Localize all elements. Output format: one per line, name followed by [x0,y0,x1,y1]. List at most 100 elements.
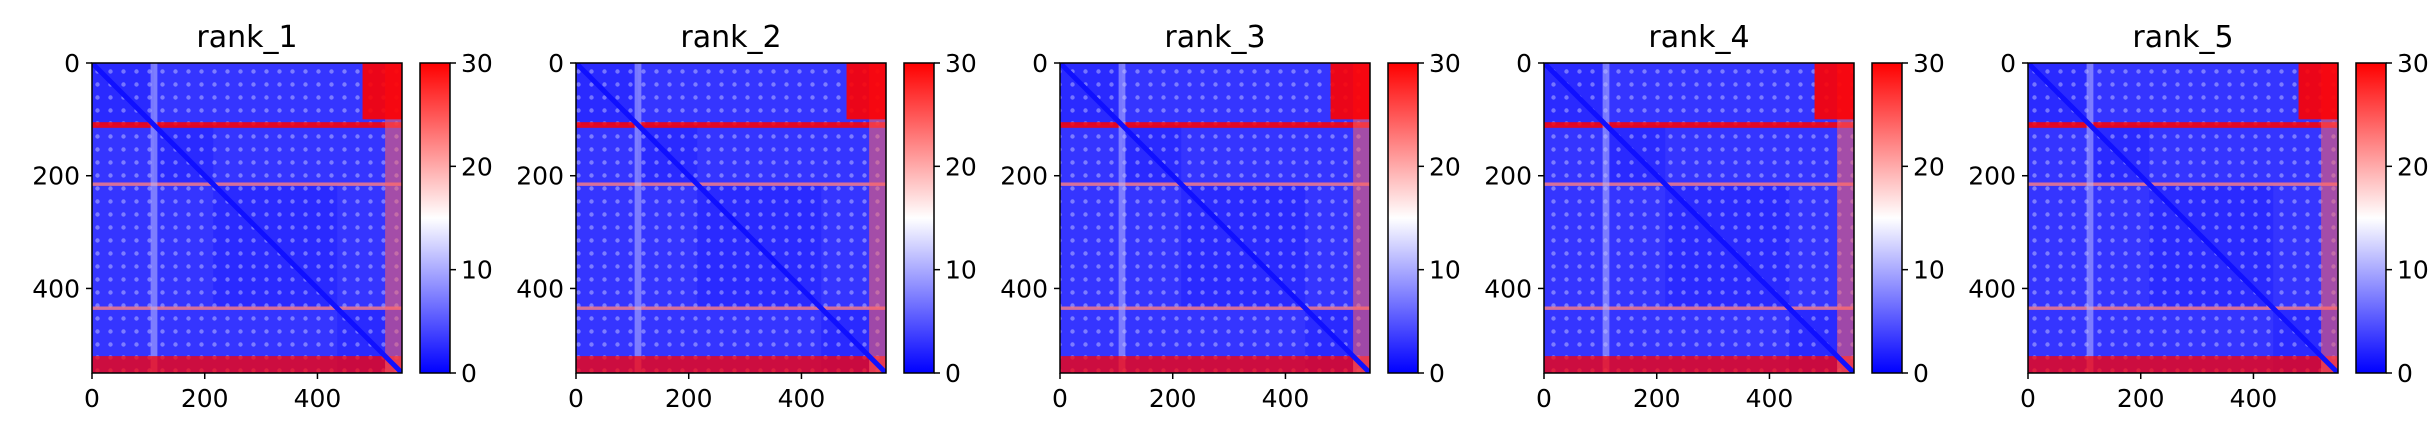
heatmap-boundary-band [2028,122,2338,128]
y-tick-label: 0 [548,49,564,78]
colorbar-tick-label: 0 [1913,359,1929,388]
colorbar-tick-label: 0 [1429,359,1445,388]
colorbar [1387,62,1419,374]
colorbar-tick-label: 30 [1429,49,1461,78]
axes-frame [1059,62,1371,374]
heatmap-boundary-band [92,306,402,310]
heatmap-diagonal [1060,63,1370,373]
heatmap-image [1060,63,1370,373]
y-tick-label: 200 [516,162,564,191]
y-tick-label: 400 [32,274,80,303]
x-tick-label: 200 [2117,384,2165,413]
colorbar-tick-label: 0 [945,359,961,388]
y-tick-label: 400 [516,274,564,303]
y-tick-label: 0 [1516,49,1532,78]
colorbar-tick-label: 20 [461,152,493,181]
axes-frame [91,62,403,374]
heatmap-boundary-band [576,182,886,186]
heatmap-diagonal [1544,63,1854,373]
colorbar [2355,62,2387,374]
colorbar-tick-label: 10 [1913,256,1945,285]
colorbar-tick-label: 30 [945,49,977,78]
heatmap-red-block [1814,63,1854,120]
axes-frame [575,62,887,374]
x-tick-label: 200 [1149,384,1197,413]
heatmap-image [92,63,402,373]
colorbar-tick-label: 20 [1429,152,1461,181]
y-tick-label: 200 [32,162,80,191]
y-tick-label: 0 [64,49,80,78]
x-tick-label: 0 [1052,384,1068,413]
heatmap-boundary-band [1060,306,1370,310]
heatmap-diagonal [576,63,886,373]
heatmap-edge-band [2321,63,2338,373]
heatmap-boundary-band [92,122,402,128]
heatmap-red-block [1330,63,1370,120]
heatmap-boundary-band [2086,63,2094,373]
heatmap-edge-band [92,356,402,373]
colorbar [903,62,935,374]
colorbar-tick-label: 0 [461,359,477,388]
y-tick-label: 0 [2000,49,2016,78]
heatmap-edge-band [1060,356,1370,373]
heatmap-edge-band [1837,63,1854,373]
heatmap-red-block [362,63,402,120]
heatmap-edge-band [576,356,886,373]
y-tick-label: 400 [1484,274,1532,303]
heatmap-image [576,63,886,373]
heatmap-boundary-band [1060,182,1370,186]
heatmap-boundary-band [1602,63,1610,373]
heatmap-edge-band [869,63,886,373]
heatmap-panel: rank_4 0 200 400 0 200 400 0 10 20 30 [1484,20,1945,413]
axes-frame [2027,62,2339,374]
heatmap-boundary-band [576,122,886,128]
x-tick-label: 0 [1536,384,1552,413]
y-tick-label: 200 [1000,162,1048,191]
colorbar-tick-label: 30 [461,49,493,78]
x-tick-label: 0 [568,384,584,413]
x-tick-label: 400 [294,384,342,413]
heatmap-panel: rank_3 0 200 400 0 200 400 0 10 20 30 [1000,20,1461,413]
x-tick-label: 200 [1633,384,1681,413]
y-tick-label: 400 [1000,274,1048,303]
heatmap-edge-band [1353,63,1370,373]
x-tick-label: 400 [778,384,826,413]
x-tick-label: 400 [1262,384,1310,413]
heatmap-boundary-band [1118,63,1126,373]
heatmap-red-block [2298,63,2338,120]
panel-title: rank_5 [2132,20,2233,55]
x-tick-label: 400 [2230,384,2278,413]
heatmap-boundary-band [150,63,158,373]
x-tick-label: 200 [181,384,229,413]
heatmap-boundary-band [576,306,886,310]
colorbar-tick-label: 10 [461,256,493,285]
heatmap-image [1544,63,1854,373]
x-tick-label: 0 [84,384,100,413]
heatmap-diagonal [2028,63,2338,373]
y-tick-label: 200 [1484,162,1532,191]
heatmap-boundary-band [634,63,642,373]
heatmap-panel: rank_1 0 200 400 0 200 400 0 10 20 30 [32,20,493,413]
heatmap-panel: rank_5 0 200 400 0 200 400 0 10 20 30 [1968,20,2429,413]
heatmap-panel: rank_2 0 200 400 0 200 400 0 10 20 30 [516,20,977,413]
colorbar-tick-label: 10 [1429,256,1461,285]
y-tick-label: 0 [1032,49,1048,78]
colorbar [419,62,451,374]
colorbar-tick-label: 10 [2397,256,2429,285]
heatmap-boundary-band [1544,122,1854,128]
x-tick-label: 200 [665,384,713,413]
y-tick-label: 200 [1968,162,2016,191]
colorbar-tick-label: 10 [945,256,977,285]
x-tick-label: 0 [2020,384,2036,413]
colorbar-tick-label: 20 [2397,152,2429,181]
colorbar-tick-label: 30 [1913,49,1945,78]
panel-title: rank_1 [196,20,297,55]
x-tick-label: 400 [1746,384,1794,413]
y-tick-label: 400 [1968,274,2016,303]
heatmap-boundary-band [1060,122,1370,128]
colorbar-tick-label: 30 [2397,49,2429,78]
colorbar-tick-label: 0 [2397,359,2413,388]
colorbar-tick-label: 20 [945,152,977,181]
heatmap-boundary-band [2028,182,2338,186]
